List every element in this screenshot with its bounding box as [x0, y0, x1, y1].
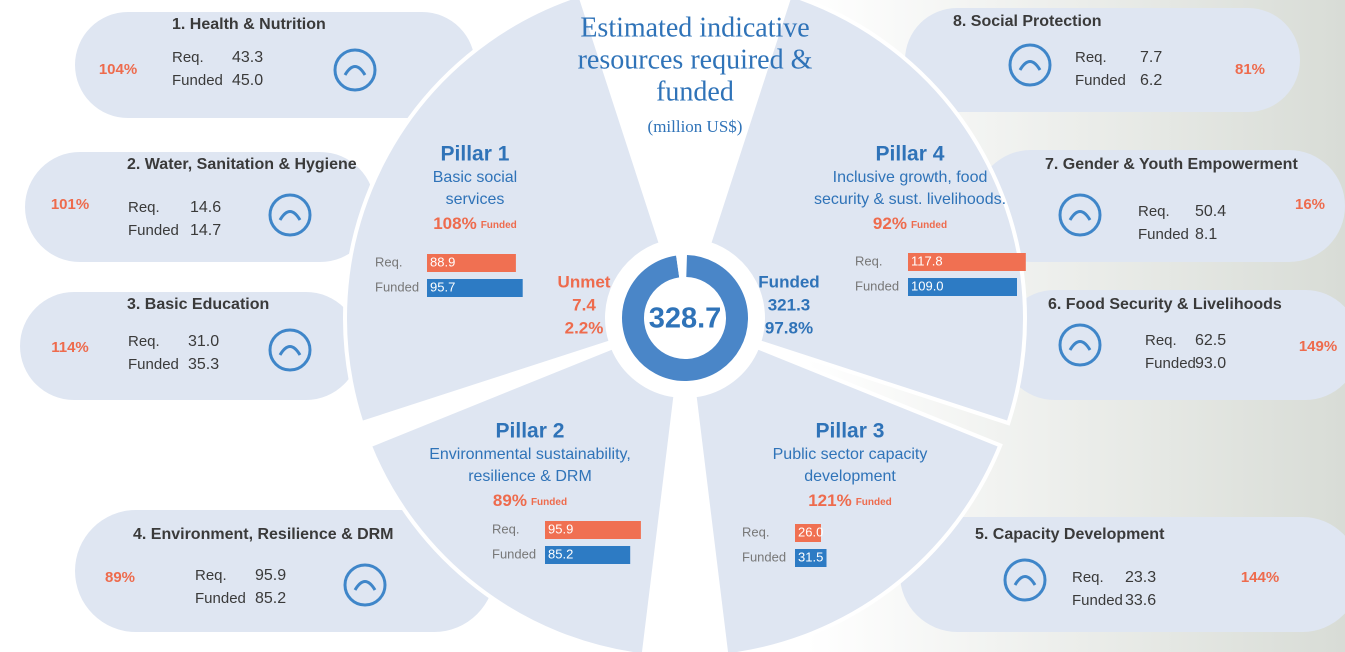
sector-req: 7.7 — [1140, 49, 1162, 66]
sector-req: 95.9 — [255, 567, 286, 584]
pillar-subtitle: Basic social — [433, 169, 517, 186]
bar-value: 85.2 — [548, 546, 573, 561]
pillar-name: Pillar 2 — [496, 420, 565, 443]
sector-req-label: Req. — [128, 199, 160, 216]
sector-title: 4. Environment, Resilience & DRM — [133, 526, 394, 543]
pillar-subtitle: security & sust. livelihoods. — [814, 191, 1006, 208]
pillar-pct-note: Funded — [531, 497, 567, 508]
sector-pct: 149% — [1299, 338, 1337, 355]
pillar-pct-value: 121% — [808, 491, 851, 510]
donut-unmet-text: Unmet — [558, 272, 611, 291]
sector-pct: 114% — [51, 339, 89, 356]
sector-req: 62.5 — [1195, 332, 1226, 349]
bar-value: 109.0 — [911, 278, 944, 293]
donut-funded-text: Funded — [758, 272, 819, 291]
pillar-subtitle: Inclusive growth, food — [833, 169, 988, 186]
donut-total: 328.7 — [649, 303, 722, 335]
donut-unmet — [678, 266, 685, 267]
sector-funded: 6.2 — [1140, 72, 1162, 89]
bar-value: 117.8 — [911, 253, 943, 268]
pillar-name: Pillar 4 — [876, 143, 945, 166]
sector-funded-label: Funded — [195, 590, 246, 607]
sector-req-label: Req. — [128, 333, 160, 350]
pillar-name: Pillar 1 — [441, 143, 510, 166]
sector-pct: 101% — [51, 196, 89, 213]
sector-funded: 35.3 — [188, 356, 219, 373]
donut-funded-text: 321.3 — [768, 295, 811, 314]
sector-req: 23.3 — [1125, 569, 1156, 586]
infographic: Estimated indicativeresources required &… — [0, 0, 1345, 652]
sector-funded-label: Funded — [128, 356, 179, 373]
sector-title: 6. Food Security & Livelihoods — [1048, 296, 1282, 313]
bar-label: Req. — [742, 524, 769, 539]
sector-req-label: Req. — [1138, 203, 1170, 220]
bar-label: Req. — [492, 521, 519, 536]
bar-label: Funded — [855, 278, 899, 293]
bar-value: 95.9 — [548, 521, 573, 536]
title: Estimated indicative — [580, 12, 809, 43]
sector-req-label: Req. — [195, 567, 227, 584]
sector-funded-label: Funded — [1138, 226, 1189, 243]
bar-label: Funded — [742, 549, 786, 564]
sector-funded-label: Funded — [172, 72, 223, 89]
sector-req-label: Req. — [1072, 569, 1104, 586]
sector-pct: 144% — [1241, 569, 1279, 586]
bar-value: 88.9 — [430, 254, 455, 269]
pillar-subtitle: resilience & DRM — [468, 468, 592, 485]
sector-req: 43.3 — [232, 49, 263, 66]
bar-value: 26.0 — [798, 524, 823, 539]
sector-req-label: Req. — [1145, 332, 1177, 349]
donut-unmet-text: 7.4 — [572, 295, 596, 314]
sector-title: 5. Capacity Development — [975, 526, 1165, 543]
sector-title: 2. Water, Sanitation & Hygiene — [127, 156, 357, 173]
bar-label: Funded — [375, 279, 419, 294]
bar-label: Req. — [855, 253, 882, 268]
pillar-pct-value: 108% — [433, 214, 476, 233]
sector-funded: 85.2 — [255, 590, 286, 607]
pillar-pct-note: Funded — [911, 220, 947, 231]
sector-title: 1. Health & Nutrition — [172, 16, 326, 33]
sector-funded-label: Funded — [128, 222, 179, 239]
sector-funded-label: Funded — [1072, 592, 1123, 609]
bar-value: 31.5 — [798, 549, 823, 564]
donut-funded-text: 97.8% — [765, 318, 813, 337]
title: funded — [656, 76, 734, 107]
sector-funded: 45.0 — [232, 72, 263, 89]
pillar-pct-value: 89% — [493, 491, 527, 510]
bar-label: Req. — [375, 254, 402, 269]
sector-funded: 14.7 — [190, 222, 221, 239]
sector-funded-label: Funded — [1145, 355, 1196, 372]
donut-unmet-text: 2.2% — [565, 318, 604, 337]
pillar-pct-note: Funded — [481, 220, 517, 231]
sector-funded: 93.0 — [1195, 355, 1226, 372]
pillar-subtitle: Public sector capacity — [773, 446, 928, 463]
sector-title: 7. Gender & Youth Empowerment — [1045, 156, 1298, 173]
subtitle: (million US$) — [648, 117, 743, 136]
bar-label: Funded — [492, 546, 536, 561]
title: resources required & — [578, 44, 813, 75]
pillar-name: Pillar 3 — [816, 420, 885, 443]
sector-req-label: Req. — [1075, 49, 1107, 66]
sector-funded: 33.6 — [1125, 592, 1156, 609]
sector-pct: 16% — [1295, 196, 1325, 213]
sector-pct: 81% — [1235, 61, 1265, 78]
pillar-subtitle: Environmental sustainability, — [429, 446, 631, 463]
pillar-pct-note: Funded — [856, 497, 892, 508]
pillar-subtitle: development — [804, 468, 896, 485]
pillar-pct-value: 92% — [873, 214, 907, 233]
sector-pct: 89% — [105, 569, 135, 586]
sector-title: 3. Basic Education — [127, 296, 269, 313]
pillar-subtitle: services — [446, 191, 505, 208]
sector-req: 50.4 — [1195, 203, 1226, 220]
sector-pct: 104% — [99, 61, 137, 78]
sector-req: 14.6 — [190, 199, 221, 216]
sector-funded: 8.1 — [1195, 226, 1217, 243]
sector-req: 31.0 — [188, 333, 219, 350]
sector-req-label: Req. — [172, 49, 204, 66]
sector-funded-label: Funded — [1075, 72, 1126, 89]
bar-value: 95.7 — [430, 279, 455, 294]
sector-title: 8. Social Protection — [953, 13, 1101, 30]
